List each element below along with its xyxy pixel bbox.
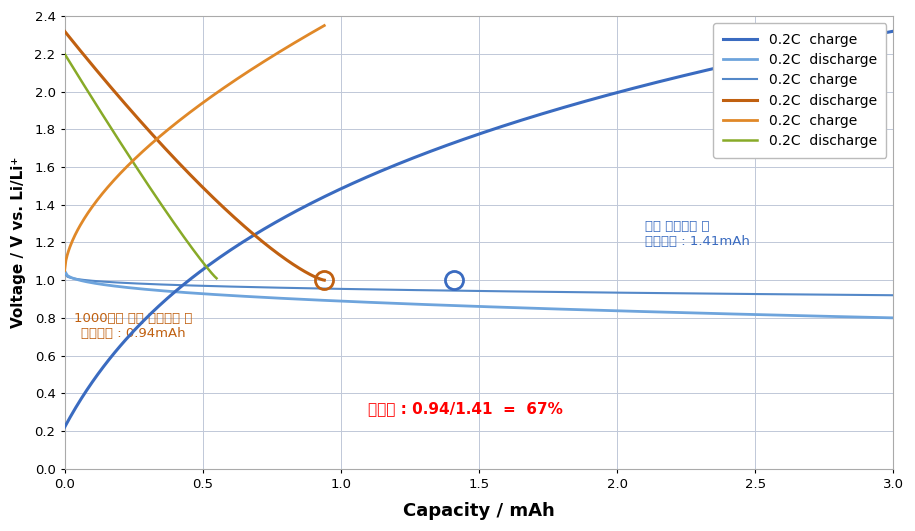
0.2C  charge	[75, 222, 86, 228]
Line: 0.2C  charge: 0.2C charge	[65, 25, 324, 271]
0.2C  discharge	[128, 110, 139, 117]
0.2C  charge	[128, 157, 139, 163]
0.2C  discharge	[211, 275, 222, 281]
0.2C  charge	[553, 106, 564, 112]
Line: 0.2C  discharge: 0.2C discharge	[65, 271, 893, 318]
0.2C  discharge	[62, 272, 73, 279]
Legend: 0.2C  charge, 0.2C  discharge, 0.2C  charge, 0.2C  discharge, 0.2C  charge, 0.2C: 0.2C charge, 0.2C discharge, 0.2C charge…	[713, 23, 887, 158]
0.2C  discharge	[888, 315, 899, 321]
0.2C  discharge	[119, 146, 130, 152]
0.2C  discharge	[139, 176, 150, 182]
Line: 0.2C  discharge: 0.2C discharge	[65, 54, 217, 278]
0.2C  charge	[553, 289, 564, 295]
Line: 0.2C  charge: 0.2C charge	[65, 272, 893, 295]
Text: 고온 부하방치 전
방전용량 : 1.41mAh: 고온 부하방치 전 방전용량 : 1.41mAh	[645, 220, 749, 248]
0.2C  charge	[62, 273, 73, 280]
0.2C  charge	[62, 419, 73, 425]
0.2C  charge	[888, 292, 899, 298]
0.2C  charge	[550, 107, 561, 113]
0.2C  charge	[296, 35, 307, 41]
0.2C  discharge	[566, 306, 577, 313]
Text: 유지율 : 0.94/1.41  =  67%: 유지율 : 0.94/1.41 = 67%	[368, 401, 563, 416]
0.2C  discharge	[70, 41, 81, 47]
0.2C  charge	[550, 289, 561, 295]
Line: 0.2C  discharge: 0.2C discharge	[65, 31, 324, 280]
0.2C  discharge	[59, 50, 70, 57]
0.2C  discharge	[318, 277, 329, 284]
X-axis label: Capacity / mAh: Capacity / mAh	[404, 502, 554, 520]
0.2C  discharge	[59, 268, 70, 274]
Text: 1000시간 고온 부하방치 후
방전용량 : 0.94mAh: 1000시간 고온 부하방치 후 방전용량 : 0.94mAh	[74, 312, 193, 340]
0.2C  discharge	[553, 306, 564, 312]
0.2C  discharge	[107, 87, 118, 93]
0.2C  charge	[566, 102, 577, 108]
0.2C  discharge	[306, 272, 317, 278]
0.2C  discharge	[75, 47, 86, 54]
0.2C  charge	[758, 54, 769, 61]
0.2C  discharge	[59, 28, 70, 35]
0.2C  charge	[306, 30, 317, 36]
0.2C  discharge	[296, 267, 307, 273]
Y-axis label: Voltage / V vs. Li/Li⁺: Voltage / V vs. Li/Li⁺	[11, 157, 27, 328]
0.2C  charge	[811, 292, 822, 298]
0.2C  discharge	[758, 312, 769, 318]
0.2C  charge	[811, 43, 822, 49]
0.2C  charge	[566, 289, 577, 295]
0.2C  charge	[318, 22, 329, 29]
Line: 0.2C  charge: 0.2C charge	[65, 31, 893, 427]
0.2C  charge	[59, 424, 70, 431]
0.2C  discharge	[185, 242, 196, 249]
0.2C  discharge	[550, 306, 561, 312]
0.2C  charge	[758, 291, 769, 297]
0.2C  charge	[888, 28, 899, 35]
0.2C  discharge	[109, 130, 120, 136]
0.2C  charge	[70, 232, 81, 238]
0.2C  discharge	[811, 313, 822, 319]
0.2C  charge	[59, 269, 70, 276]
0.2C  discharge	[164, 213, 175, 220]
0.2C  charge	[107, 178, 118, 185]
0.2C  discharge	[145, 185, 156, 191]
0.2C  charge	[59, 268, 70, 274]
